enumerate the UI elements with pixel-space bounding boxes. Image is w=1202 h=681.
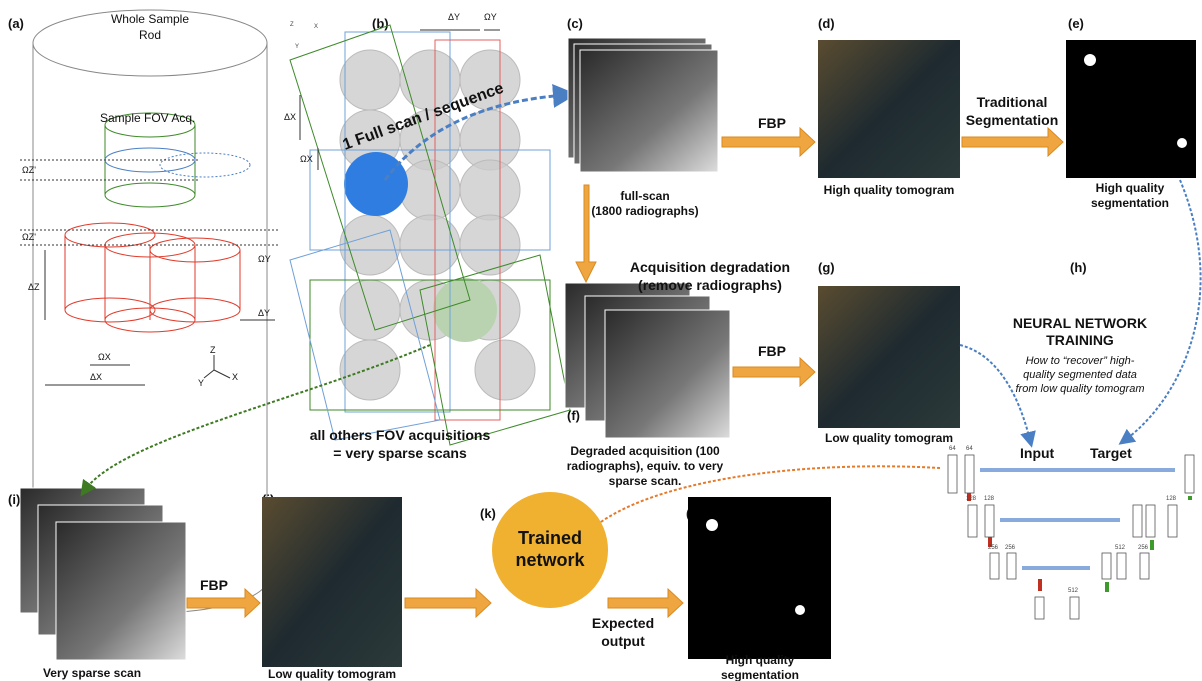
line: Segmentation xyxy=(966,112,1059,128)
fov-label: Sample FOV Acq. xyxy=(100,111,195,125)
caption: Low quality tomogram xyxy=(268,667,396,681)
line: NEURAL NETWORK xyxy=(1013,315,1147,331)
caption: Very sparse scan xyxy=(43,666,141,680)
dim-label: ΩZ' xyxy=(22,165,36,175)
line: (1800 radiographs) xyxy=(591,204,698,218)
line: High quality xyxy=(726,653,795,667)
caption: full-scan(1800 radiographs) xyxy=(591,189,698,218)
line: Expected xyxy=(592,615,654,631)
title-line: Rod xyxy=(139,28,161,42)
figure: (a) (b) (c) (d) (e) (f) (g) (h) (i) (j) … xyxy=(0,0,1202,681)
dim-label: ΔY xyxy=(258,308,270,318)
nn-subtitle: How to “recover” high-quality segmented … xyxy=(1016,355,1145,395)
unet-size: 64 xyxy=(949,446,956,452)
label: (k) xyxy=(480,506,496,521)
dim-label: ΔZ xyxy=(28,282,40,292)
fbp-label: FBP xyxy=(758,115,786,131)
dim-label: ΔX xyxy=(90,372,102,382)
label: (h) xyxy=(1070,260,1087,275)
line: Degraded acquisition (100 xyxy=(570,444,720,458)
line: sparse scan. xyxy=(609,474,682,488)
unet-size: 128 xyxy=(984,496,995,502)
output-label: Expected output xyxy=(592,615,654,649)
label: (a) xyxy=(8,16,24,31)
axis-label: X xyxy=(232,372,238,382)
segmentation-label: Traditional Segmentation xyxy=(966,94,1059,128)
target-label: Target xyxy=(1090,445,1132,461)
caption: Low quality tomogram xyxy=(825,431,953,445)
label: (c) xyxy=(567,16,583,31)
green-note: all others FOV acquisitions = very sparse… xyxy=(310,427,491,461)
line: Acquisition degradation xyxy=(630,259,790,275)
label: (i) xyxy=(8,492,20,507)
line: from low quality tomogram xyxy=(1016,383,1145,395)
label: (d) xyxy=(818,16,835,31)
fbp-label: FBP xyxy=(200,577,228,593)
line: = very sparse scans xyxy=(333,445,467,461)
title-line: Whole Sample xyxy=(111,12,189,26)
fbp-label: FBP xyxy=(758,343,786,359)
line: Traditional xyxy=(977,94,1048,110)
dim-label: ΔY xyxy=(448,12,460,22)
line: How to “recover” high- xyxy=(1026,355,1135,367)
images xyxy=(20,38,1196,667)
line: Trained xyxy=(518,528,582,548)
dim-label: ΩX xyxy=(300,154,313,164)
unet-size: 256 xyxy=(1005,545,1016,551)
line: network xyxy=(515,550,585,570)
dim-label: ΩY xyxy=(484,12,497,22)
line: output xyxy=(601,633,645,649)
line: TRAINING xyxy=(1046,332,1114,348)
input-label: Input xyxy=(1020,445,1055,461)
line: all others FOV acquisitions xyxy=(310,427,491,443)
label: (g) xyxy=(818,260,835,275)
axis-label: Z xyxy=(290,22,294,28)
line: full-scan xyxy=(620,189,669,203)
dim-label: ΩZ' xyxy=(22,232,36,242)
line: High quality xyxy=(1096,181,1165,195)
line: segmentation xyxy=(721,668,799,681)
line: (remove radiographs) xyxy=(638,277,782,293)
dim-label: ΩY xyxy=(258,254,271,264)
panel-b: ΔY ΩY ΔX ΩX 1 Full scan / sequence Z X Y xyxy=(284,12,570,445)
caption: High quality tomogram xyxy=(824,183,955,197)
unet-size: 256 xyxy=(1138,545,1149,551)
line: segmentation xyxy=(1091,196,1169,210)
unet-size: 128 xyxy=(966,496,977,502)
unet-size: 512 xyxy=(1068,588,1079,594)
dim-label: ΩX xyxy=(98,352,111,362)
label: (e) xyxy=(1068,16,1084,31)
axis-label: Y xyxy=(295,44,299,50)
line: radiographs), equiv. to very xyxy=(567,459,724,473)
unet-size: 256 xyxy=(988,545,999,551)
dim-label: ΔX xyxy=(284,112,296,122)
unet-size: 64 xyxy=(966,446,973,452)
axis-label: Z xyxy=(210,345,216,355)
unet xyxy=(948,455,1194,619)
axis-label: X xyxy=(314,24,318,30)
axis-label: Y xyxy=(198,378,204,388)
line: quality segmented data xyxy=(1023,369,1137,381)
degradation-label: Acquisition degradation (remove radiograp… xyxy=(630,259,790,293)
unet-size: 512 xyxy=(1115,545,1126,551)
unet-size: 128 xyxy=(1166,496,1177,502)
target-arrow xyxy=(1125,180,1201,440)
title: Whole Sample Rod xyxy=(111,12,189,42)
